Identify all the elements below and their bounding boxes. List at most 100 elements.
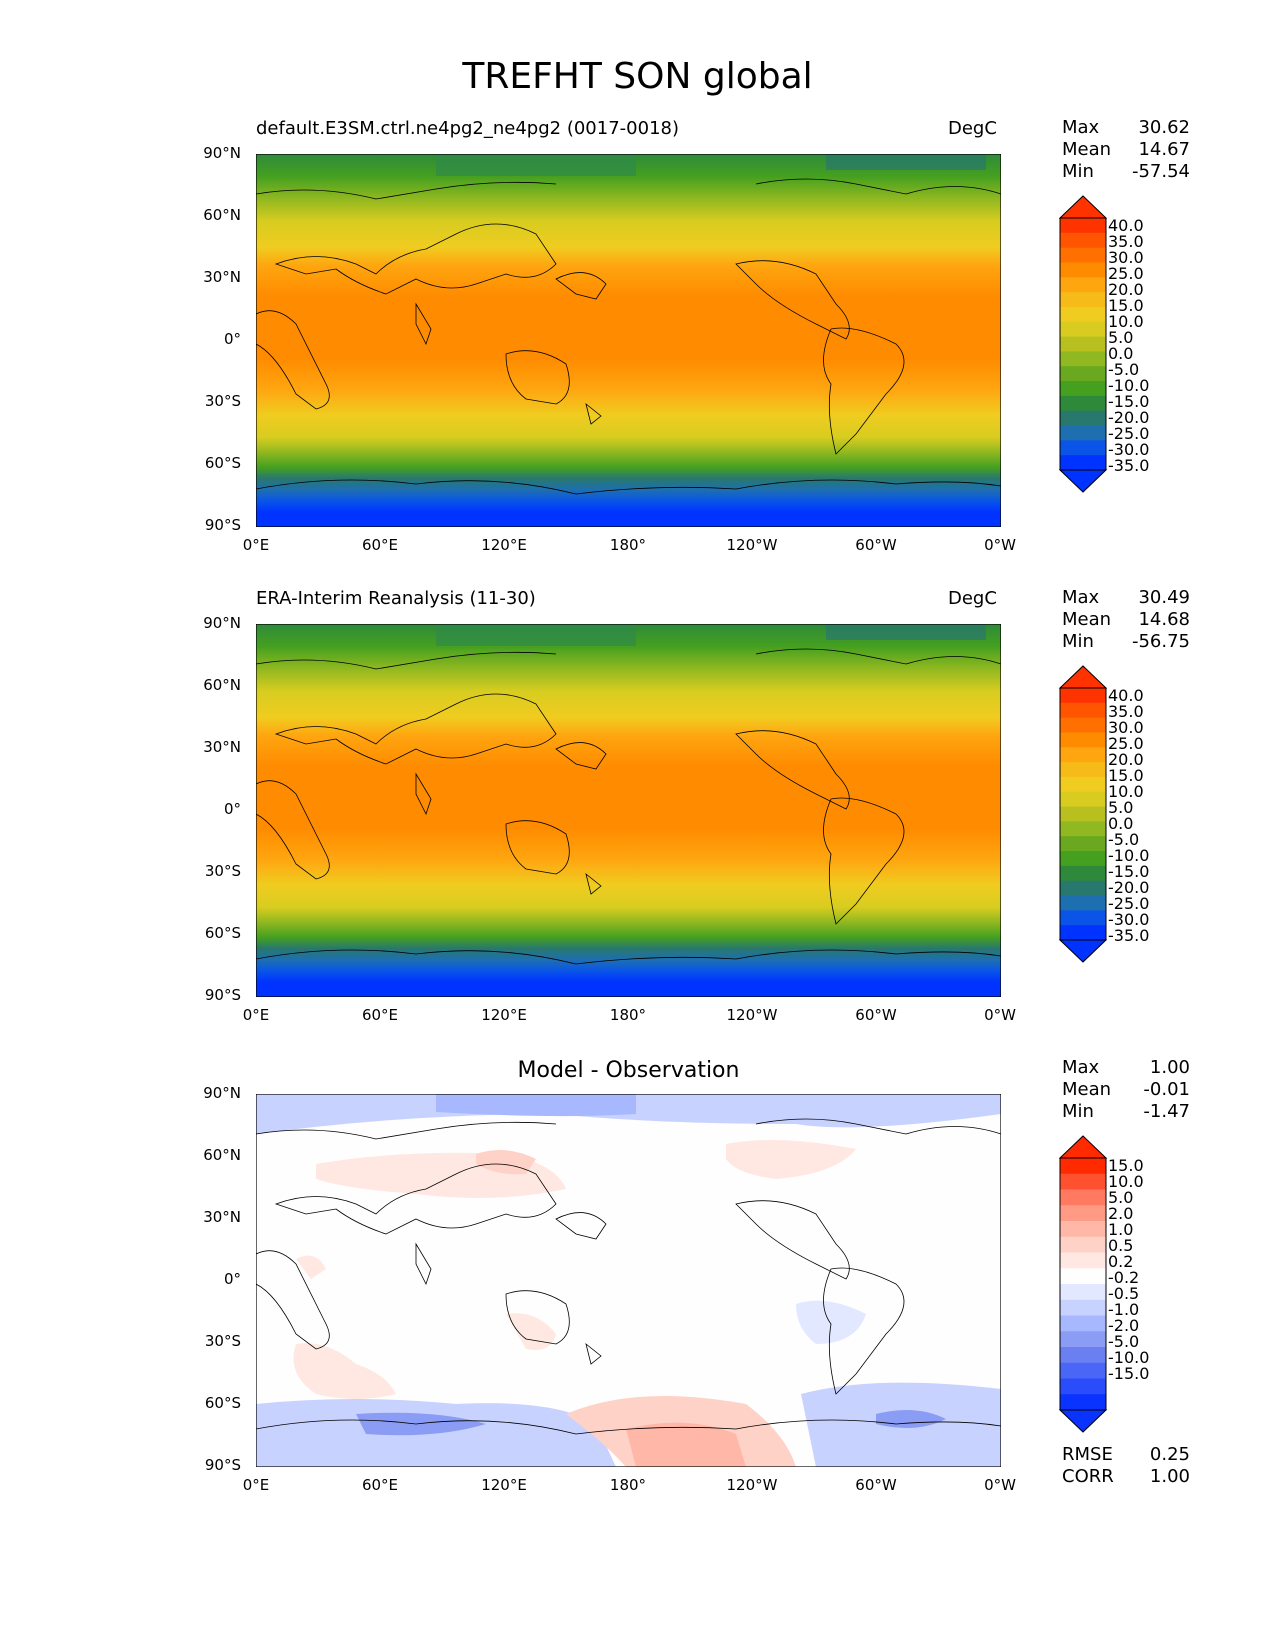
- colorbar-swatch: [1060, 925, 1106, 941]
- colorbar-tick-label: 25.0: [1108, 264, 1144, 283]
- colorbar-swatch: [1060, 381, 1106, 397]
- colorbar-swatch: [1060, 865, 1106, 882]
- colorbar-swatch: [1060, 1299, 1106, 1316]
- panel3-title: Model - Observation: [517, 1058, 740, 1083]
- panel1-map: [256, 154, 1001, 527]
- colorbar-tick-label: 5.0: [1108, 328, 1134, 347]
- colorbar-extend-max: [1058, 195, 1108, 219]
- colorbar-swatch: [1060, 1236, 1106, 1253]
- colorbar-tick-label: -10.0: [1108, 1348, 1150, 1367]
- colorbar-swatch: [1060, 351, 1106, 367]
- colorbar-tick-label: -20.0: [1108, 408, 1150, 427]
- colorbar-tick-label: -30.0: [1108, 910, 1150, 929]
- colorbar-tick-label: -1.0: [1108, 1300, 1140, 1319]
- colorbar-swatch: [1060, 1347, 1106, 1364]
- colorbar-tick-label: -0.2: [1108, 1268, 1140, 1287]
- colorbar-swatch: [1060, 688, 1106, 704]
- colorbar-tick-label: 20.0: [1108, 280, 1144, 299]
- lat-tick: 90°S: [204, 516, 241, 534]
- colorbar-tick-label: 0.5: [1108, 1236, 1134, 1255]
- colorbar-tick-label: -25.0: [1108, 894, 1150, 913]
- colorbar-swatch: [1060, 1205, 1106, 1222]
- colorbar-swatch: [1060, 321, 1106, 338]
- lat-tick: 0°: [223, 800, 241, 818]
- colorbar-tick-label: 15.0: [1108, 1156, 1144, 1175]
- colorbar-swatch: [1060, 1189, 1106, 1206]
- panel3-colorbar: [1058, 1135, 1108, 1433]
- colorbar-swatch: [1060, 1315, 1106, 1332]
- colorbar-swatch: [1060, 702, 1106, 719]
- colorbar-swatch: [1060, 425, 1106, 441]
- colorbar-swatch: [1060, 306, 1106, 323]
- colorbar-extend-min: [1058, 1409, 1108, 1433]
- colorbar-extend-max: [1058, 1135, 1108, 1159]
- colorbar-swatch: [1060, 232, 1106, 249]
- colorbar-tick-label: -35.0: [1108, 456, 1150, 475]
- panel2-colorbar-labels: 40.0 35.0 30.0 25.0 20.0 15.0 10.0 5.0 0.0 -5.0 -1…: [1108, 688, 1149, 944]
- colorbar-tick-label: 5.0: [1108, 1188, 1134, 1207]
- lon-tick: 120°W: [726, 536, 778, 554]
- lon-tick: 60°W: [855, 1006, 897, 1024]
- lon-tick: 60°E: [361, 536, 399, 554]
- lon-tick: 120°E: [481, 536, 527, 554]
- colorbar-extend-min: [1058, 939, 1108, 963]
- lat-tick: 30°N: [203, 1208, 241, 1226]
- figure-title: TREFHT SON global: [462, 56, 813, 97]
- colorbar-tick-label: 25.0: [1108, 734, 1144, 753]
- panel3-stats: Max 1.00 Mean -0.01 Min -1.47: [1062, 1057, 1190, 1122]
- colorbar-swatch: [1060, 821, 1106, 837]
- coastlines: [256, 178, 1001, 495]
- colorbar-swatch: [1060, 1268, 1106, 1285]
- lon-tick: 60°W: [855, 536, 897, 554]
- colorbar-swatch: [1060, 747, 1106, 763]
- colorbar-swatch: [1060, 1331, 1106, 1348]
- colorbar-swatch: [1060, 395, 1106, 412]
- lat-tick: 30°N: [203, 738, 241, 756]
- lat-tick: 30°S: [204, 1332, 241, 1350]
- colorbar-tick-label: 10.0: [1108, 1172, 1144, 1191]
- colorbar-swatch: [1060, 880, 1106, 897]
- lon-tick: 60°W: [855, 1476, 897, 1494]
- colorbar-frame: [1059, 687, 1107, 941]
- colorbar-tick-label: 15.0: [1108, 296, 1144, 315]
- colorbar-tick-label: 35.0: [1108, 702, 1144, 721]
- lat-tick: 90°N: [203, 614, 241, 632]
- lon-tick: 120°E: [481, 1006, 527, 1024]
- colorbar-tick-label: 0.0: [1108, 814, 1134, 833]
- colorbar-swatch: [1060, 262, 1106, 278]
- panel3-map: [256, 1094, 1001, 1467]
- colorbar-tick-label: -2.0: [1108, 1316, 1140, 1335]
- lon-tick: 0°E: [242, 536, 270, 554]
- colorbar-tick-label: 30.0: [1108, 248, 1144, 267]
- colorbar-extend-max: [1058, 665, 1108, 689]
- panel2-stats: Max 30.49 Mean 14.68 Min -56.75: [1062, 587, 1190, 652]
- colorbar-swatch: [1060, 791, 1106, 808]
- lon-tick: 60°E: [361, 1476, 399, 1494]
- colorbar-swatch: [1060, 366, 1106, 382]
- colorbar-tick-label: -30.0: [1108, 440, 1150, 459]
- colorbar-tick-label: 10.0: [1108, 782, 1144, 801]
- colorbar-swatch: [1060, 732, 1106, 748]
- colorbar-tick-label: 1.0: [1108, 1220, 1134, 1239]
- colorbar-tick-label: 0.2: [1108, 1252, 1134, 1271]
- colorbar-tick-label: -15.0: [1108, 392, 1150, 411]
- colorbar-tick-label: -25.0: [1108, 424, 1150, 443]
- colorbar-extend-min: [1058, 469, 1108, 493]
- lat-tick: 30°N: [203, 268, 241, 286]
- colorbar-swatch: [1060, 836, 1106, 852]
- colorbar-swatch: [1060, 1394, 1106, 1411]
- lon-tick: 0°W: [984, 1476, 1016, 1494]
- colorbar-tick-label: -5.0: [1108, 1332, 1140, 1351]
- panel1-title: default.E3SM.ctrl.ne4pg2_ne4pg2 (0017-00…: [256, 118, 679, 139]
- colorbar-tick-label: -5.0: [1108, 360, 1140, 379]
- lat-tick: 0°: [223, 330, 241, 348]
- colorbar-tick-label: -5.0: [1108, 830, 1140, 849]
- colorbar-tick-label: -15.0: [1108, 1364, 1150, 1383]
- panel1-units: DegC: [948, 118, 997, 139]
- lon-tick: 60°E: [361, 1006, 399, 1024]
- lat-tick: 60°S: [204, 1394, 241, 1412]
- lon-tick: 180°: [609, 1006, 647, 1024]
- colorbar-swatch: [1060, 277, 1106, 293]
- lat-tick: 60°S: [204, 454, 241, 472]
- colorbar-swatch: [1060, 336, 1106, 352]
